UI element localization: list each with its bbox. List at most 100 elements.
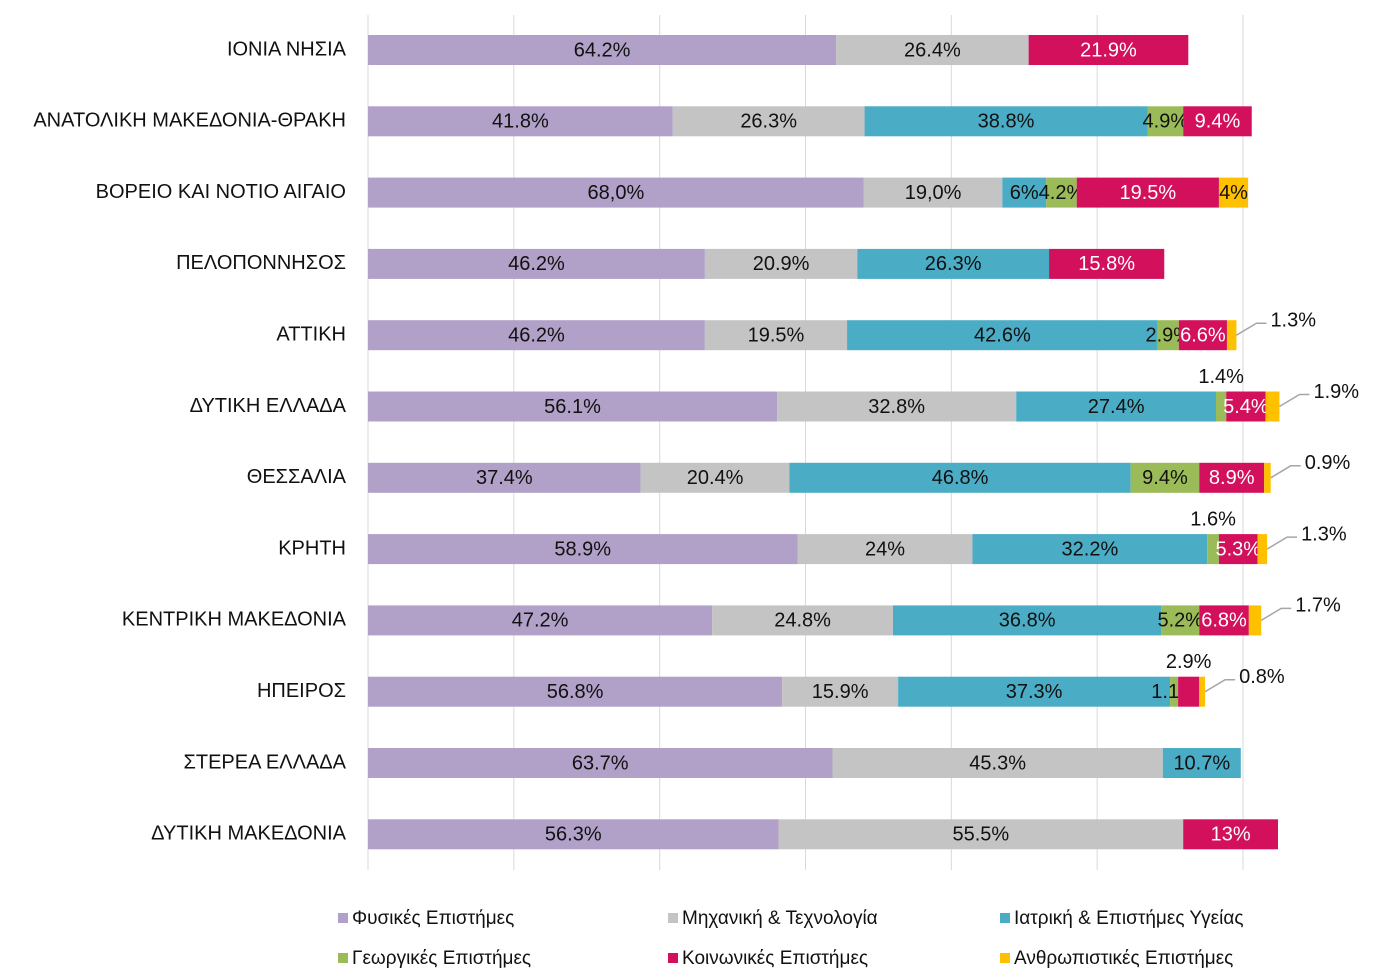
data-label: 38.8%	[978, 111, 1035, 133]
data-label: 42.6%	[974, 324, 1031, 346]
data-label: 56.8%	[547, 681, 604, 703]
data-label: 9.4%	[1195, 111, 1241, 133]
data-label: 26.3%	[740, 111, 797, 133]
bar-segment	[1183, 106, 1252, 137]
bar-segment	[368, 819, 779, 850]
data-label: 1.6%	[1190, 508, 1236, 530]
bar-segment	[836, 35, 1029, 65]
data-label: 6%	[1010, 182, 1039, 204]
bar-segment	[368, 391, 778, 422]
bar-segment	[672, 106, 865, 137]
legend-swatch	[668, 913, 678, 923]
bar-segment	[1049, 248, 1165, 279]
bar-segment	[368, 248, 705, 279]
bar-segment	[1178, 676, 1200, 707]
y-tick-label: ΗΠΕΙΡΟΣ	[257, 680, 346, 702]
y-tick-label: ΑΤΤΙΚΗ	[276, 323, 346, 345]
legend-label: Μηχανική & Τεχνολογία	[682, 908, 878, 929]
data-label: 24%	[865, 538, 905, 560]
bar-segment	[857, 248, 1050, 279]
leader-line	[1279, 393, 1310, 408]
bar-segment	[712, 605, 893, 636]
bar-segment	[1226, 320, 1237, 351]
data-label: 41.8%	[492, 111, 549, 133]
legend-swatch	[668, 953, 678, 963]
bar-segment	[1076, 177, 1219, 208]
data-label: 1.4%	[1198, 366, 1244, 388]
y-tick-label: ΔΥΤΙΚΗ ΕΛΛΑΔΑ	[190, 395, 347, 417]
bar-segment	[1248, 605, 1262, 636]
bar-segment	[1130, 462, 1200, 493]
legend-label: Ιατρική & Επιστήμες Υγείας	[1014, 908, 1244, 929]
bar-segment	[1264, 462, 1271, 493]
y-tick-label: ΚΕΝΤΡΙΚΗ ΜΑΚΕΔΟΝΙΑ	[122, 609, 347, 631]
data-label: 24.8%	[774, 610, 831, 632]
bar-segment	[1028, 35, 1189, 65]
leader-line	[1204, 678, 1236, 693]
legend-swatch	[338, 913, 348, 923]
data-label: 47.2%	[512, 610, 569, 632]
y-tick-label: ΒΟΡΕΙΟ ΚΑΙ ΝΟΤΙΟ ΑΙΓΑΙΟ	[96, 181, 346, 203]
bar-segment	[1147, 106, 1184, 137]
bar-segment	[368, 462, 641, 493]
bar-segment	[368, 177, 864, 208]
data-label: 32.2%	[1062, 538, 1119, 560]
bar-segment	[898, 676, 1171, 707]
bar-segment	[704, 248, 858, 279]
leader-line	[1270, 465, 1301, 479]
data-label: 5.2%	[1157, 610, 1203, 632]
bar-segment	[1002, 177, 1047, 208]
y-tick-label: ΘΕΣΣΑΛΙΑ	[247, 466, 347, 488]
data-label: 20.4%	[687, 467, 744, 489]
bar-segment	[704, 320, 848, 351]
leader-line	[1236, 322, 1267, 336]
bar-segment	[1218, 534, 1258, 565]
data-label: 15.8%	[1078, 253, 1135, 275]
data-label: 64.2%	[574, 39, 631, 61]
data-label: 46.2%	[508, 253, 565, 275]
data-label: 8.9%	[1209, 467, 1255, 489]
bar-segment	[368, 676, 783, 707]
data-label: 26.3%	[925, 253, 982, 275]
data-label: 56.1%	[544, 396, 601, 418]
leader-line	[1266, 536, 1298, 550]
legend-swatch	[1000, 953, 1010, 963]
bar-segment	[640, 462, 790, 493]
bar-segment	[1046, 177, 1077, 208]
bar-segment	[1157, 320, 1179, 351]
data-label: 0.9%	[1305, 452, 1351, 474]
data-label: 5.4%	[1223, 396, 1269, 418]
bar-segment	[1199, 605, 1249, 636]
data-label: 6.8%	[1201, 610, 1247, 632]
bar-segment	[972, 534, 1208, 565]
data-label: 63.7%	[572, 752, 629, 774]
bar-segment	[1161, 605, 1200, 636]
bar-segment	[1199, 676, 1206, 707]
bar-segment	[1218, 177, 1249, 208]
bar-segment	[863, 177, 1003, 208]
data-label: 27.4%	[1088, 396, 1145, 418]
data-label: 26.4%	[904, 39, 961, 61]
bar-segment	[847, 320, 1158, 351]
bar-segment	[1216, 391, 1227, 422]
data-label: 32.8%	[868, 396, 925, 418]
data-label: 37.3%	[1006, 681, 1063, 703]
data-label: 10.7%	[1173, 752, 1230, 774]
data-label: 4.9%	[1143, 111, 1189, 133]
data-label: 19.5%	[1119, 182, 1176, 204]
legend-swatch	[1000, 913, 1010, 923]
bar-segment	[368, 106, 673, 137]
data-label: 5.3%	[1215, 538, 1261, 560]
bar-segment	[368, 35, 837, 65]
data-label: 37.4%	[476, 467, 533, 489]
y-tick-label: ΣΤΕΡΕΑ ΕΛΛΑΔΑ	[184, 751, 347, 773]
legend-label: Ανθρωπιστικές Επιστήμες	[1014, 948, 1233, 969]
data-label: 21.9%	[1080, 39, 1137, 61]
data-label: 6.6%	[1180, 324, 1226, 346]
legend-label: Γεωργικές Επιστήμες	[352, 948, 531, 969]
data-label: 15.9%	[812, 681, 869, 703]
bar-segment	[832, 748, 1163, 778]
bar-segment	[1207, 534, 1219, 565]
y-tick-label: ΑΝΑΤΟΛΙΚΗ ΜΑΚΕΔΟΝΙΑ-ΘΡΑΚΗ	[33, 110, 346, 132]
data-label: 46.2%	[508, 324, 565, 346]
